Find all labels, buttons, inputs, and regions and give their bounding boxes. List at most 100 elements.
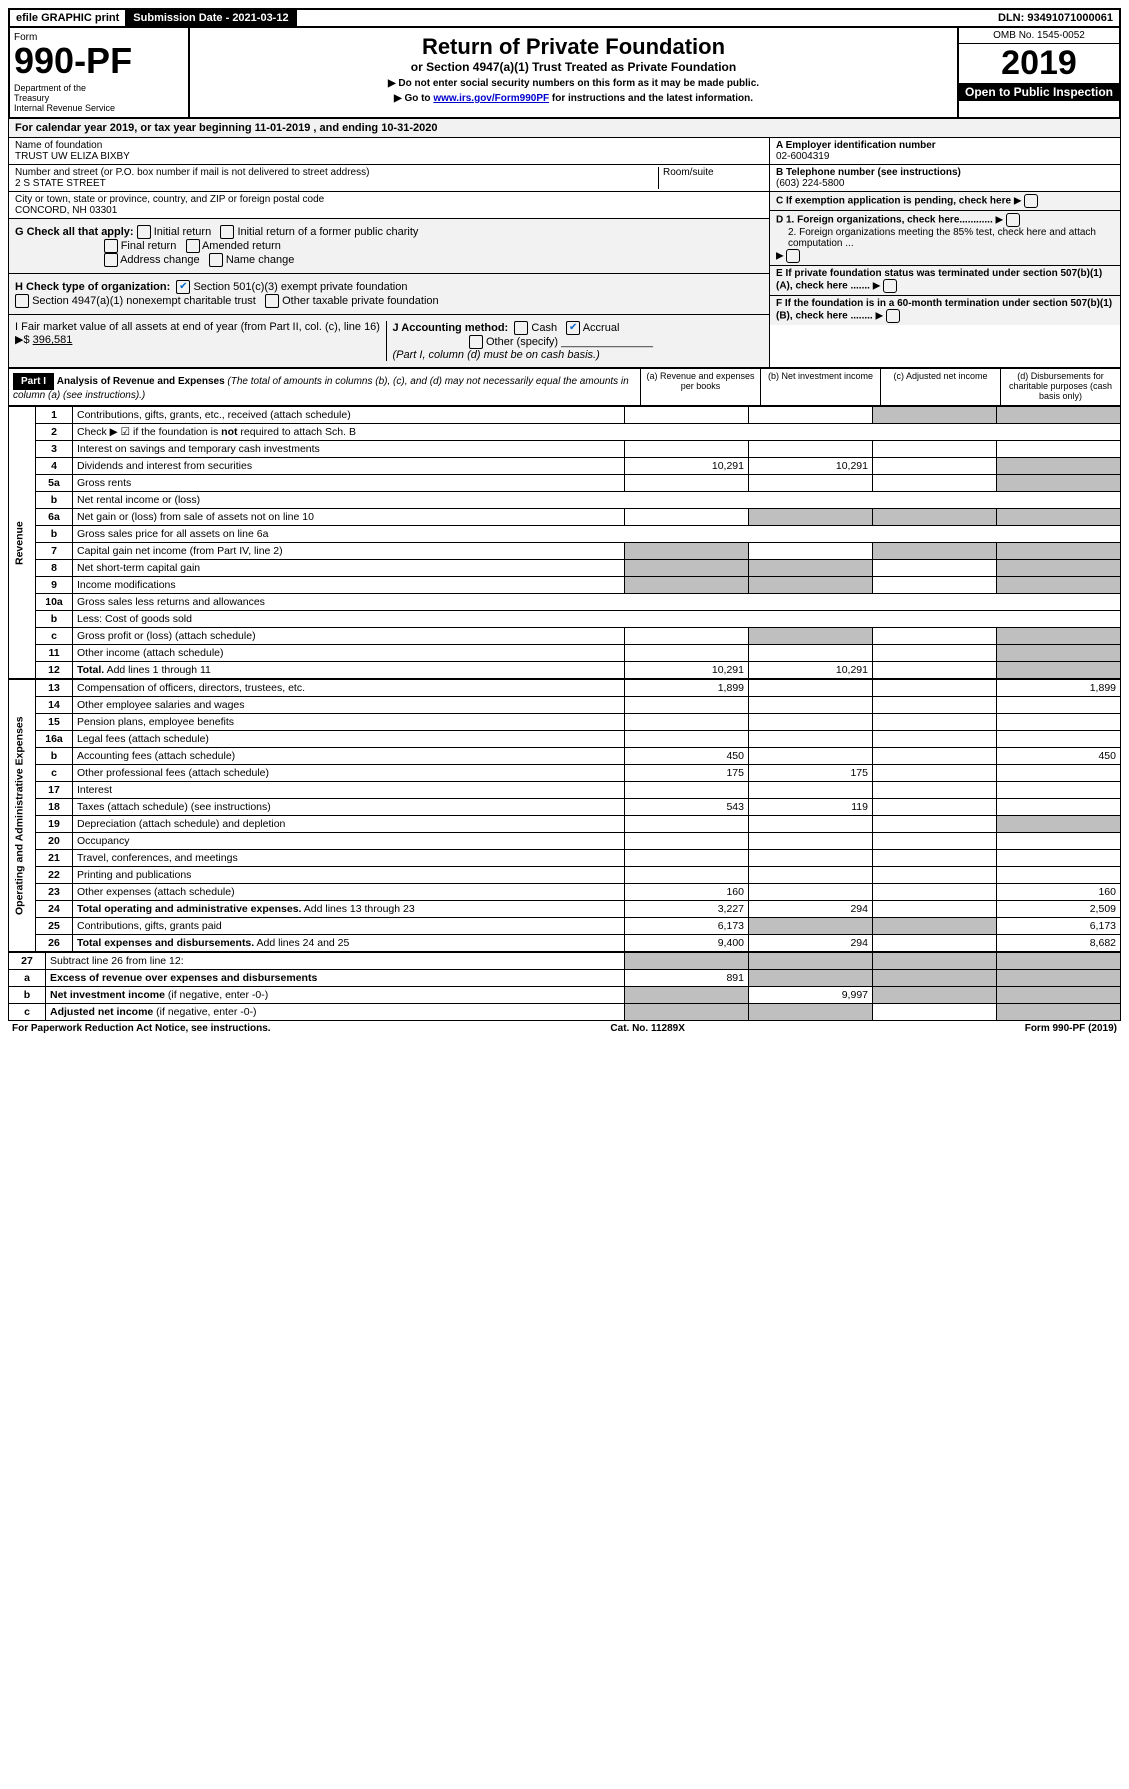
f-check[interactable] bbox=[886, 309, 900, 323]
amount-cell bbox=[749, 441, 873, 458]
amount-cell bbox=[873, 918, 997, 935]
amount-cell bbox=[997, 970, 1121, 987]
form-note-1: ▶ Do not enter social security numbers o… bbox=[196, 78, 951, 89]
amount-cell bbox=[625, 475, 749, 492]
amount-cell bbox=[873, 560, 997, 577]
line-number: 17 bbox=[36, 782, 73, 799]
amount-cell bbox=[873, 782, 997, 799]
cash-check[interactable] bbox=[514, 321, 528, 335]
line-description: Net rental income or (loss) bbox=[73, 492, 1121, 509]
info-section: Name of foundation TRUST UW ELIZA BIXBY … bbox=[8, 138, 1121, 368]
table-row: 16aLegal fees (attach schedule) bbox=[9, 731, 1121, 748]
e-label: E If private foundation status was termi… bbox=[776, 268, 1102, 292]
table-row: 12Total. Add lines 1 through 1110,29110,… bbox=[9, 662, 1121, 679]
footer-right: Form 990-PF (2019) bbox=[1025, 1023, 1117, 1034]
amount-cell bbox=[625, 953, 749, 970]
amount-cell bbox=[749, 748, 873, 765]
line-description: Pension plans, employee benefits bbox=[73, 714, 625, 731]
amount-cell: 294 bbox=[749, 935, 873, 952]
amount-cell bbox=[625, 987, 749, 1004]
name-change-check[interactable] bbox=[209, 253, 223, 267]
initial-former-check[interactable] bbox=[220, 225, 234, 239]
amount-cell bbox=[749, 731, 873, 748]
line-description: Other expenses (attach schedule) bbox=[73, 884, 625, 901]
table-row: 22Printing and publications bbox=[9, 867, 1121, 884]
table-row: Revenue1Contributions, gifts, grants, et… bbox=[9, 407, 1121, 424]
amount-cell bbox=[873, 577, 997, 594]
table-row: 14Other employee salaries and wages bbox=[9, 697, 1121, 714]
line-description: Interest on savings and temporary cash i… bbox=[73, 441, 625, 458]
line-number: 1 bbox=[36, 407, 73, 424]
top-bar: efile GRAPHIC print Submission Date - 20… bbox=[8, 8, 1121, 28]
line-description: Gross sales less returns and allowances bbox=[73, 594, 1121, 611]
line-number: 22 bbox=[36, 867, 73, 884]
other-method-check[interactable] bbox=[469, 335, 483, 349]
amount-cell bbox=[749, 918, 873, 935]
c-check[interactable] bbox=[1024, 194, 1038, 208]
table-row: 6aNet gain or (loss) from sale of assets… bbox=[9, 509, 1121, 526]
amount-cell bbox=[749, 884, 873, 901]
revenue-table: Revenue1Contributions, gifts, grants, et… bbox=[8, 406, 1121, 679]
501c3-check[interactable]: ✔ bbox=[176, 280, 190, 294]
line-description: Accounting fees (attach schedule) bbox=[73, 748, 625, 765]
i-value: 396,581 bbox=[33, 334, 73, 346]
line-description: Less: Cost of goods sold bbox=[73, 611, 1121, 628]
e-check[interactable] bbox=[883, 279, 897, 293]
table-row: 25Contributions, gifts, grants paid6,173… bbox=[9, 918, 1121, 935]
amount-cell bbox=[749, 680, 873, 697]
d2-check[interactable] bbox=[786, 249, 800, 263]
line-description: Legal fees (attach schedule) bbox=[73, 731, 625, 748]
amount-cell bbox=[997, 833, 1121, 850]
table-row: 2Check ▶ ☑ if the foundation is not requ… bbox=[9, 424, 1121, 441]
line-number: 20 bbox=[36, 833, 73, 850]
footer-mid: Cat. No. 11289X bbox=[610, 1023, 684, 1034]
accrual-check[interactable]: ✔ bbox=[566, 321, 580, 335]
initial-return-check[interactable] bbox=[137, 225, 151, 239]
amount-cell bbox=[997, 987, 1121, 1004]
amount-cell bbox=[625, 782, 749, 799]
amount-cell bbox=[873, 628, 997, 645]
city-label: City or town, state or province, country… bbox=[15, 194, 763, 205]
amount-cell: 160 bbox=[625, 884, 749, 901]
amount-cell bbox=[749, 833, 873, 850]
table-row: 5aGross rents bbox=[9, 475, 1121, 492]
line-number: c bbox=[36, 628, 73, 645]
department: Department of theTreasuryInternal Revenu… bbox=[14, 83, 184, 113]
address-change-check[interactable] bbox=[104, 253, 118, 267]
other-taxable-check[interactable] bbox=[265, 294, 279, 308]
col-d-header: (d) Disbursements for charitable purpose… bbox=[1000, 369, 1120, 405]
d1-check[interactable] bbox=[1006, 213, 1020, 227]
amount-cell bbox=[873, 987, 997, 1004]
line-number: 7 bbox=[36, 543, 73, 560]
final-return-check[interactable] bbox=[104, 239, 118, 253]
line-number: 21 bbox=[36, 850, 73, 867]
form-note-2: ▶ Go to www.irs.gov/Form990PF for instru… bbox=[196, 93, 951, 104]
line-description: Gross profit or (loss) (attach schedule) bbox=[73, 628, 625, 645]
table-row: 21Travel, conferences, and meetings bbox=[9, 850, 1121, 867]
side-label: Revenue bbox=[9, 407, 36, 679]
d2-label: 2. Foreign organizations meeting the 85%… bbox=[776, 227, 1114, 249]
line-description: Compensation of officers, directors, tru… bbox=[73, 680, 625, 697]
address-label: Number and street (or P.O. box number if… bbox=[15, 167, 658, 178]
line-number: 4 bbox=[36, 458, 73, 475]
amount-cell: 1,899 bbox=[625, 680, 749, 697]
amount-cell bbox=[625, 441, 749, 458]
side-label: Operating and Administrative Expenses bbox=[9, 680, 36, 952]
amount-cell bbox=[873, 833, 997, 850]
amount-cell: 10,291 bbox=[625, 458, 749, 475]
line-description: Income modifications bbox=[73, 577, 625, 594]
4947-check[interactable] bbox=[15, 294, 29, 308]
amount-cell bbox=[873, 475, 997, 492]
line-number: 24 bbox=[36, 901, 73, 918]
amount-cell bbox=[997, 458, 1121, 475]
amount-cell bbox=[997, 765, 1121, 782]
amended-return-check[interactable] bbox=[186, 239, 200, 253]
line-number: b bbox=[9, 987, 46, 1004]
line-description: Other employee salaries and wages bbox=[73, 697, 625, 714]
amount-cell bbox=[749, 543, 873, 560]
amount-cell bbox=[997, 543, 1121, 560]
d1-label: D 1. Foreign organizations, check here..… bbox=[776, 215, 993, 226]
amount-cell bbox=[997, 645, 1121, 662]
table-row: 19Depreciation (attach schedule) and dep… bbox=[9, 816, 1121, 833]
irs-link[interactable]: www.irs.gov/Form990PF bbox=[433, 93, 549, 104]
